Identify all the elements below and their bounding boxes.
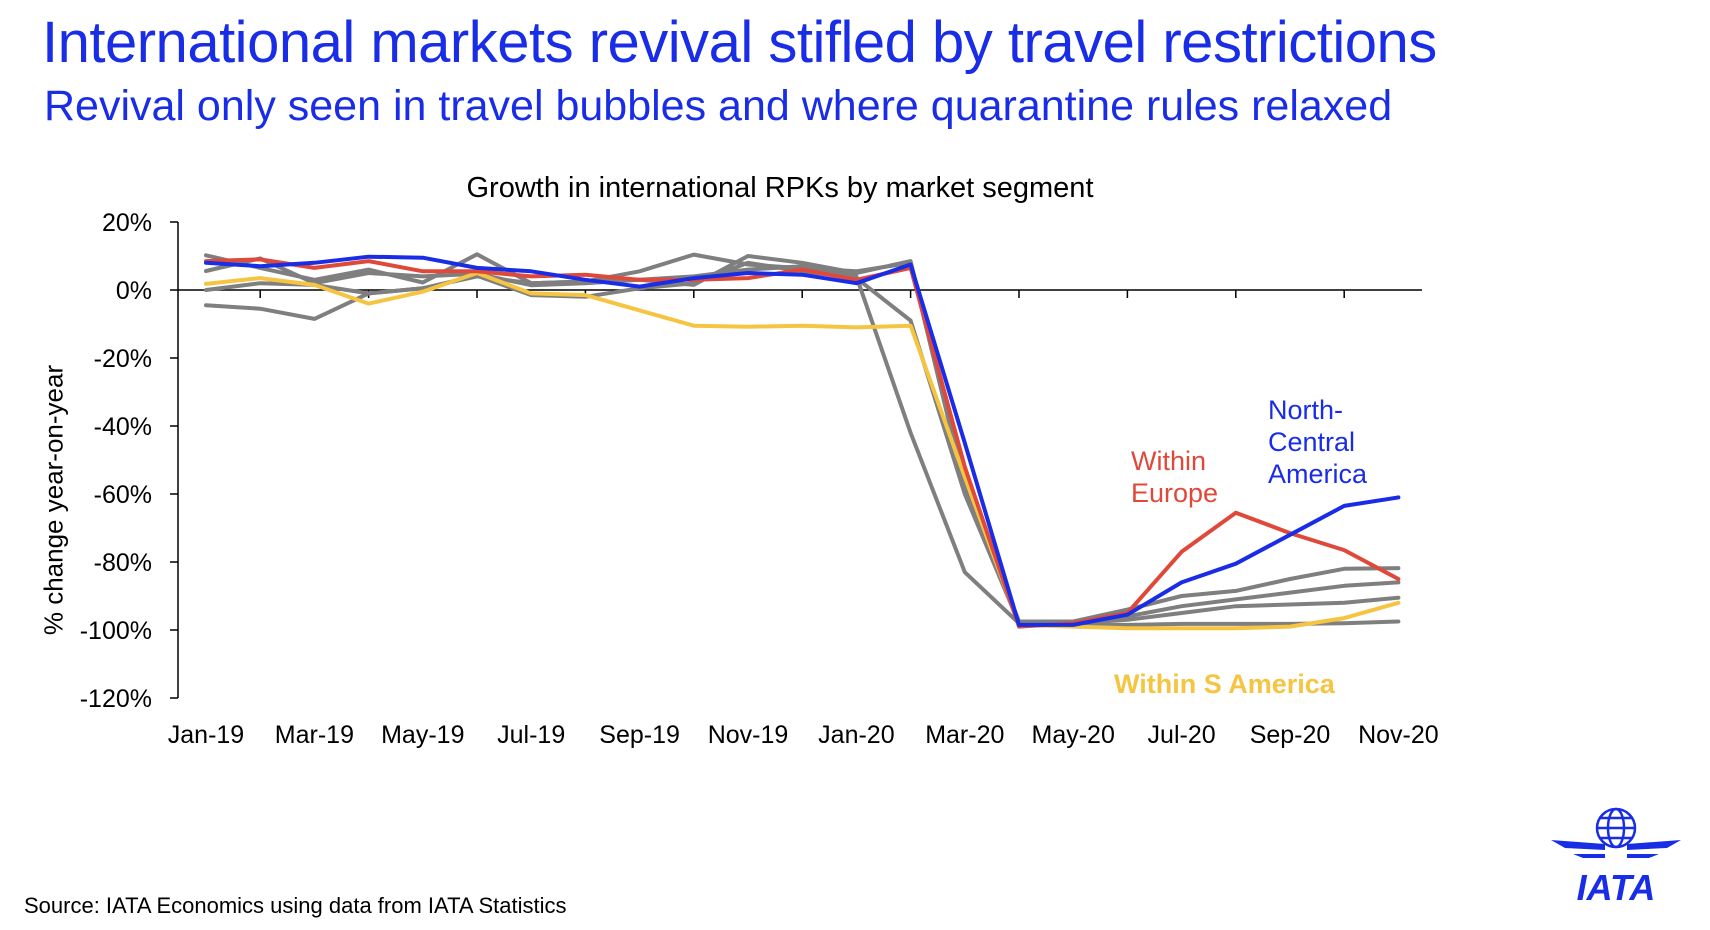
x-tick-label: May-19: [381, 721, 464, 749]
series-line-other: [204, 252, 1401, 624]
chart-title: Growth in international RPKs by market s…: [466, 172, 1094, 204]
x-tick-label: Sep-20: [1250, 721, 1331, 749]
x-tick-labels: Jan-19 Mar-19 May-19 Jul-19 Sep-19 Nov-19 Jan-…: [168, 721, 1439, 749]
y-tick-label: -40%: [94, 413, 152, 441]
annotation-label: North-: [1268, 395, 1343, 425]
series-line-within-s-america: [204, 271, 1401, 631]
iata-logo: IATA: [1543, 800, 1689, 910]
x-tick-label: Jul-20: [1148, 721, 1216, 749]
x-tick-label: Nov-20: [1358, 721, 1439, 749]
annotation-label: America: [1268, 459, 1368, 489]
globe-wings-icon: IATA: [1551, 807, 1681, 908]
x-tick-label: Nov-19: [708, 721, 789, 749]
logo-wordmark: IATA: [1577, 867, 1656, 908]
annotation-label: Within S America: [1114, 669, 1336, 699]
x-tick-label: May-20: [1032, 721, 1115, 749]
page-subtitle: Revival only seen in travel bubbles and …: [44, 82, 1393, 130]
series-line-other: [204, 264, 1401, 627]
chart-series: [204, 252, 1401, 631]
annotation-label: Europe: [1131, 478, 1218, 508]
y-tick-label: 0%: [116, 277, 152, 305]
x-tick-label: Jan-20: [818, 721, 894, 749]
series-line-north-central-america: [204, 254, 1401, 627]
series-line-within-europe: [204, 257, 1401, 629]
y-tick-label: -100%: [80, 617, 152, 645]
source-note: Source: IATA Economics using data from I…: [24, 893, 567, 918]
annotation-label: Within: [1131, 446, 1206, 476]
y-tick-label: -80%: [94, 549, 152, 577]
y-tick-labels: 20% 0% -20% -40% -60% -80% -100% -120%: [80, 209, 152, 713]
y-tick-label: -60%: [94, 481, 152, 509]
line-chart: 20% 0% -20% -40% -60% -80% -100% -120% Jan-19 Ma…: [80, 209, 1439, 749]
y-tick-label: -20%: [94, 345, 152, 373]
x-tick-label: Jan-19: [168, 721, 244, 749]
annotation-label: Central: [1268, 427, 1355, 457]
page-title: International markets revival stifled by…: [42, 10, 1437, 75]
y-tick-label: -120%: [80, 685, 152, 713]
y-tick-label: 20%: [102, 209, 152, 237]
x-tick-label: Sep-19: [599, 721, 680, 749]
x-tick-label: Mar-20: [925, 721, 1004, 749]
series-line-other: [204, 254, 1401, 624]
x-tick-label: Jul-19: [497, 721, 565, 749]
x-tick-label: Mar-19: [275, 721, 354, 749]
